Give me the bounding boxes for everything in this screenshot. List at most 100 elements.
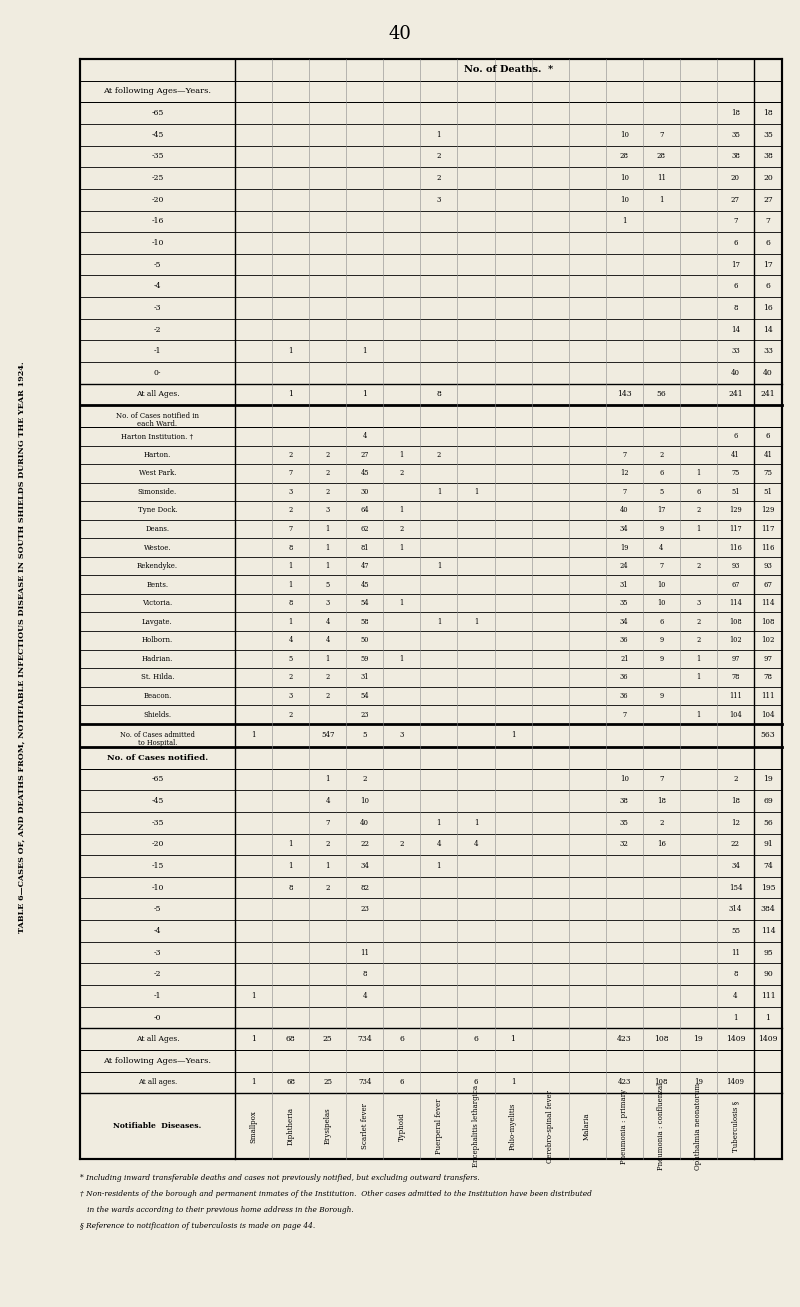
Text: 1: 1 xyxy=(510,732,515,740)
Text: 18: 18 xyxy=(731,797,740,805)
Text: -5: -5 xyxy=(154,260,162,269)
Text: St. Hilda.: St. Hilda. xyxy=(141,673,174,681)
Text: Typhoid: Typhoid xyxy=(398,1112,406,1141)
Text: 10: 10 xyxy=(657,599,666,608)
Text: 58: 58 xyxy=(361,618,369,626)
Text: 3: 3 xyxy=(289,691,293,701)
Text: Deans.: Deans. xyxy=(146,525,170,533)
Text: 3: 3 xyxy=(289,488,293,495)
Text: 2: 2 xyxy=(289,711,293,719)
Text: 241: 241 xyxy=(728,391,742,399)
Text: 82: 82 xyxy=(360,884,370,891)
Text: Hadrian.: Hadrian. xyxy=(142,655,173,663)
Text: 17: 17 xyxy=(731,260,740,269)
Text: Smallpox: Smallpox xyxy=(250,1110,258,1142)
Text: 19: 19 xyxy=(763,775,773,783)
Text: 54: 54 xyxy=(361,691,369,701)
Text: 10: 10 xyxy=(620,174,629,182)
Text: 1: 1 xyxy=(251,1078,256,1086)
Text: -10: -10 xyxy=(151,884,164,891)
Text: 6: 6 xyxy=(766,239,770,247)
Text: 1: 1 xyxy=(326,775,330,783)
Text: 6: 6 xyxy=(659,469,663,477)
Text: 64: 64 xyxy=(361,506,369,515)
Text: 1: 1 xyxy=(288,863,293,870)
Text: 111: 111 xyxy=(729,691,742,701)
Text: 1: 1 xyxy=(437,131,441,139)
Text: 1: 1 xyxy=(510,1035,515,1043)
Text: 1: 1 xyxy=(400,451,404,459)
Text: Scarlet fever: Scarlet fever xyxy=(361,1103,369,1149)
Text: Polio-myelitis: Polio-myelitis xyxy=(509,1103,517,1150)
Text: 111: 111 xyxy=(762,691,774,701)
Text: 6: 6 xyxy=(734,239,738,247)
Text: 1: 1 xyxy=(474,818,478,827)
Text: 2: 2 xyxy=(400,469,404,477)
Text: 10: 10 xyxy=(360,797,370,805)
Text: 2: 2 xyxy=(400,525,404,533)
Text: 241: 241 xyxy=(761,391,775,399)
Text: 4: 4 xyxy=(659,544,663,552)
Text: 108: 108 xyxy=(654,1035,669,1043)
Text: 4: 4 xyxy=(474,840,478,848)
Text: 1: 1 xyxy=(362,391,367,399)
Text: 314: 314 xyxy=(729,906,742,914)
Text: 1: 1 xyxy=(288,840,293,848)
Text: At all Ages.: At all Ages. xyxy=(136,391,179,399)
Text: 16: 16 xyxy=(657,840,666,848)
Text: Simonside.: Simonside. xyxy=(138,488,177,495)
Text: to Hospital.: to Hospital. xyxy=(138,740,177,748)
Text: West Park.: West Park. xyxy=(138,469,176,477)
Text: -65: -65 xyxy=(151,108,164,118)
Text: 36: 36 xyxy=(620,637,629,644)
Text: 7: 7 xyxy=(734,217,738,225)
Text: 18: 18 xyxy=(731,108,740,118)
Text: 3: 3 xyxy=(326,599,330,608)
Text: 2: 2 xyxy=(659,451,663,459)
Text: 4: 4 xyxy=(362,433,367,440)
Text: At all ages.: At all ages. xyxy=(138,1078,177,1086)
Text: 563: 563 xyxy=(761,732,775,740)
Text: 108: 108 xyxy=(654,1078,668,1086)
Text: 2: 2 xyxy=(326,488,330,495)
Text: 95: 95 xyxy=(763,949,773,957)
Text: 5: 5 xyxy=(362,732,367,740)
Text: 78: 78 xyxy=(731,673,740,681)
Text: -1: -1 xyxy=(154,992,162,1000)
Text: 6: 6 xyxy=(766,282,770,290)
Text: 14: 14 xyxy=(731,325,740,333)
Text: 2: 2 xyxy=(326,691,330,701)
Text: 33: 33 xyxy=(731,348,740,356)
Text: 12: 12 xyxy=(731,818,740,827)
Text: 51: 51 xyxy=(763,488,773,495)
Text: 108: 108 xyxy=(762,618,774,626)
Text: No. of Deaths.  *: No. of Deaths. * xyxy=(464,65,553,74)
Text: 111: 111 xyxy=(761,992,775,1000)
Text: -4: -4 xyxy=(154,282,162,290)
Text: 8: 8 xyxy=(289,544,293,552)
Text: 8: 8 xyxy=(362,970,367,978)
Text: 6: 6 xyxy=(766,433,770,440)
Text: 7: 7 xyxy=(622,711,626,719)
Text: 1: 1 xyxy=(622,217,626,225)
Text: 8: 8 xyxy=(288,884,293,891)
Text: 9: 9 xyxy=(659,691,663,701)
Text: -20: -20 xyxy=(151,196,164,204)
Text: 22: 22 xyxy=(731,840,740,848)
Text: Puerperal fever: Puerperal fever xyxy=(435,1098,443,1154)
Text: 423: 423 xyxy=(617,1035,632,1043)
Text: 41: 41 xyxy=(763,451,773,459)
Text: Diphtheria: Diphtheria xyxy=(286,1107,294,1145)
Bar xyxy=(80,59,782,1159)
Text: Lavgate.: Lavgate. xyxy=(142,618,173,626)
Text: § Reference to notification of tuberculosis is made on page 44.: § Reference to notification of tuberculo… xyxy=(80,1222,315,1230)
Text: 36: 36 xyxy=(620,691,629,701)
Text: 129: 129 xyxy=(762,506,774,515)
Text: 45: 45 xyxy=(361,469,369,477)
Text: 25: 25 xyxy=(323,1035,333,1043)
Text: 7: 7 xyxy=(659,775,663,783)
Text: 1: 1 xyxy=(696,655,701,663)
Text: 0-: 0- xyxy=(154,369,162,376)
Text: † Non-residents of the borough and permanent inmates of the Institution.  Other : † Non-residents of the borough and perma… xyxy=(80,1189,592,1199)
Text: Beacon.: Beacon. xyxy=(143,691,172,701)
